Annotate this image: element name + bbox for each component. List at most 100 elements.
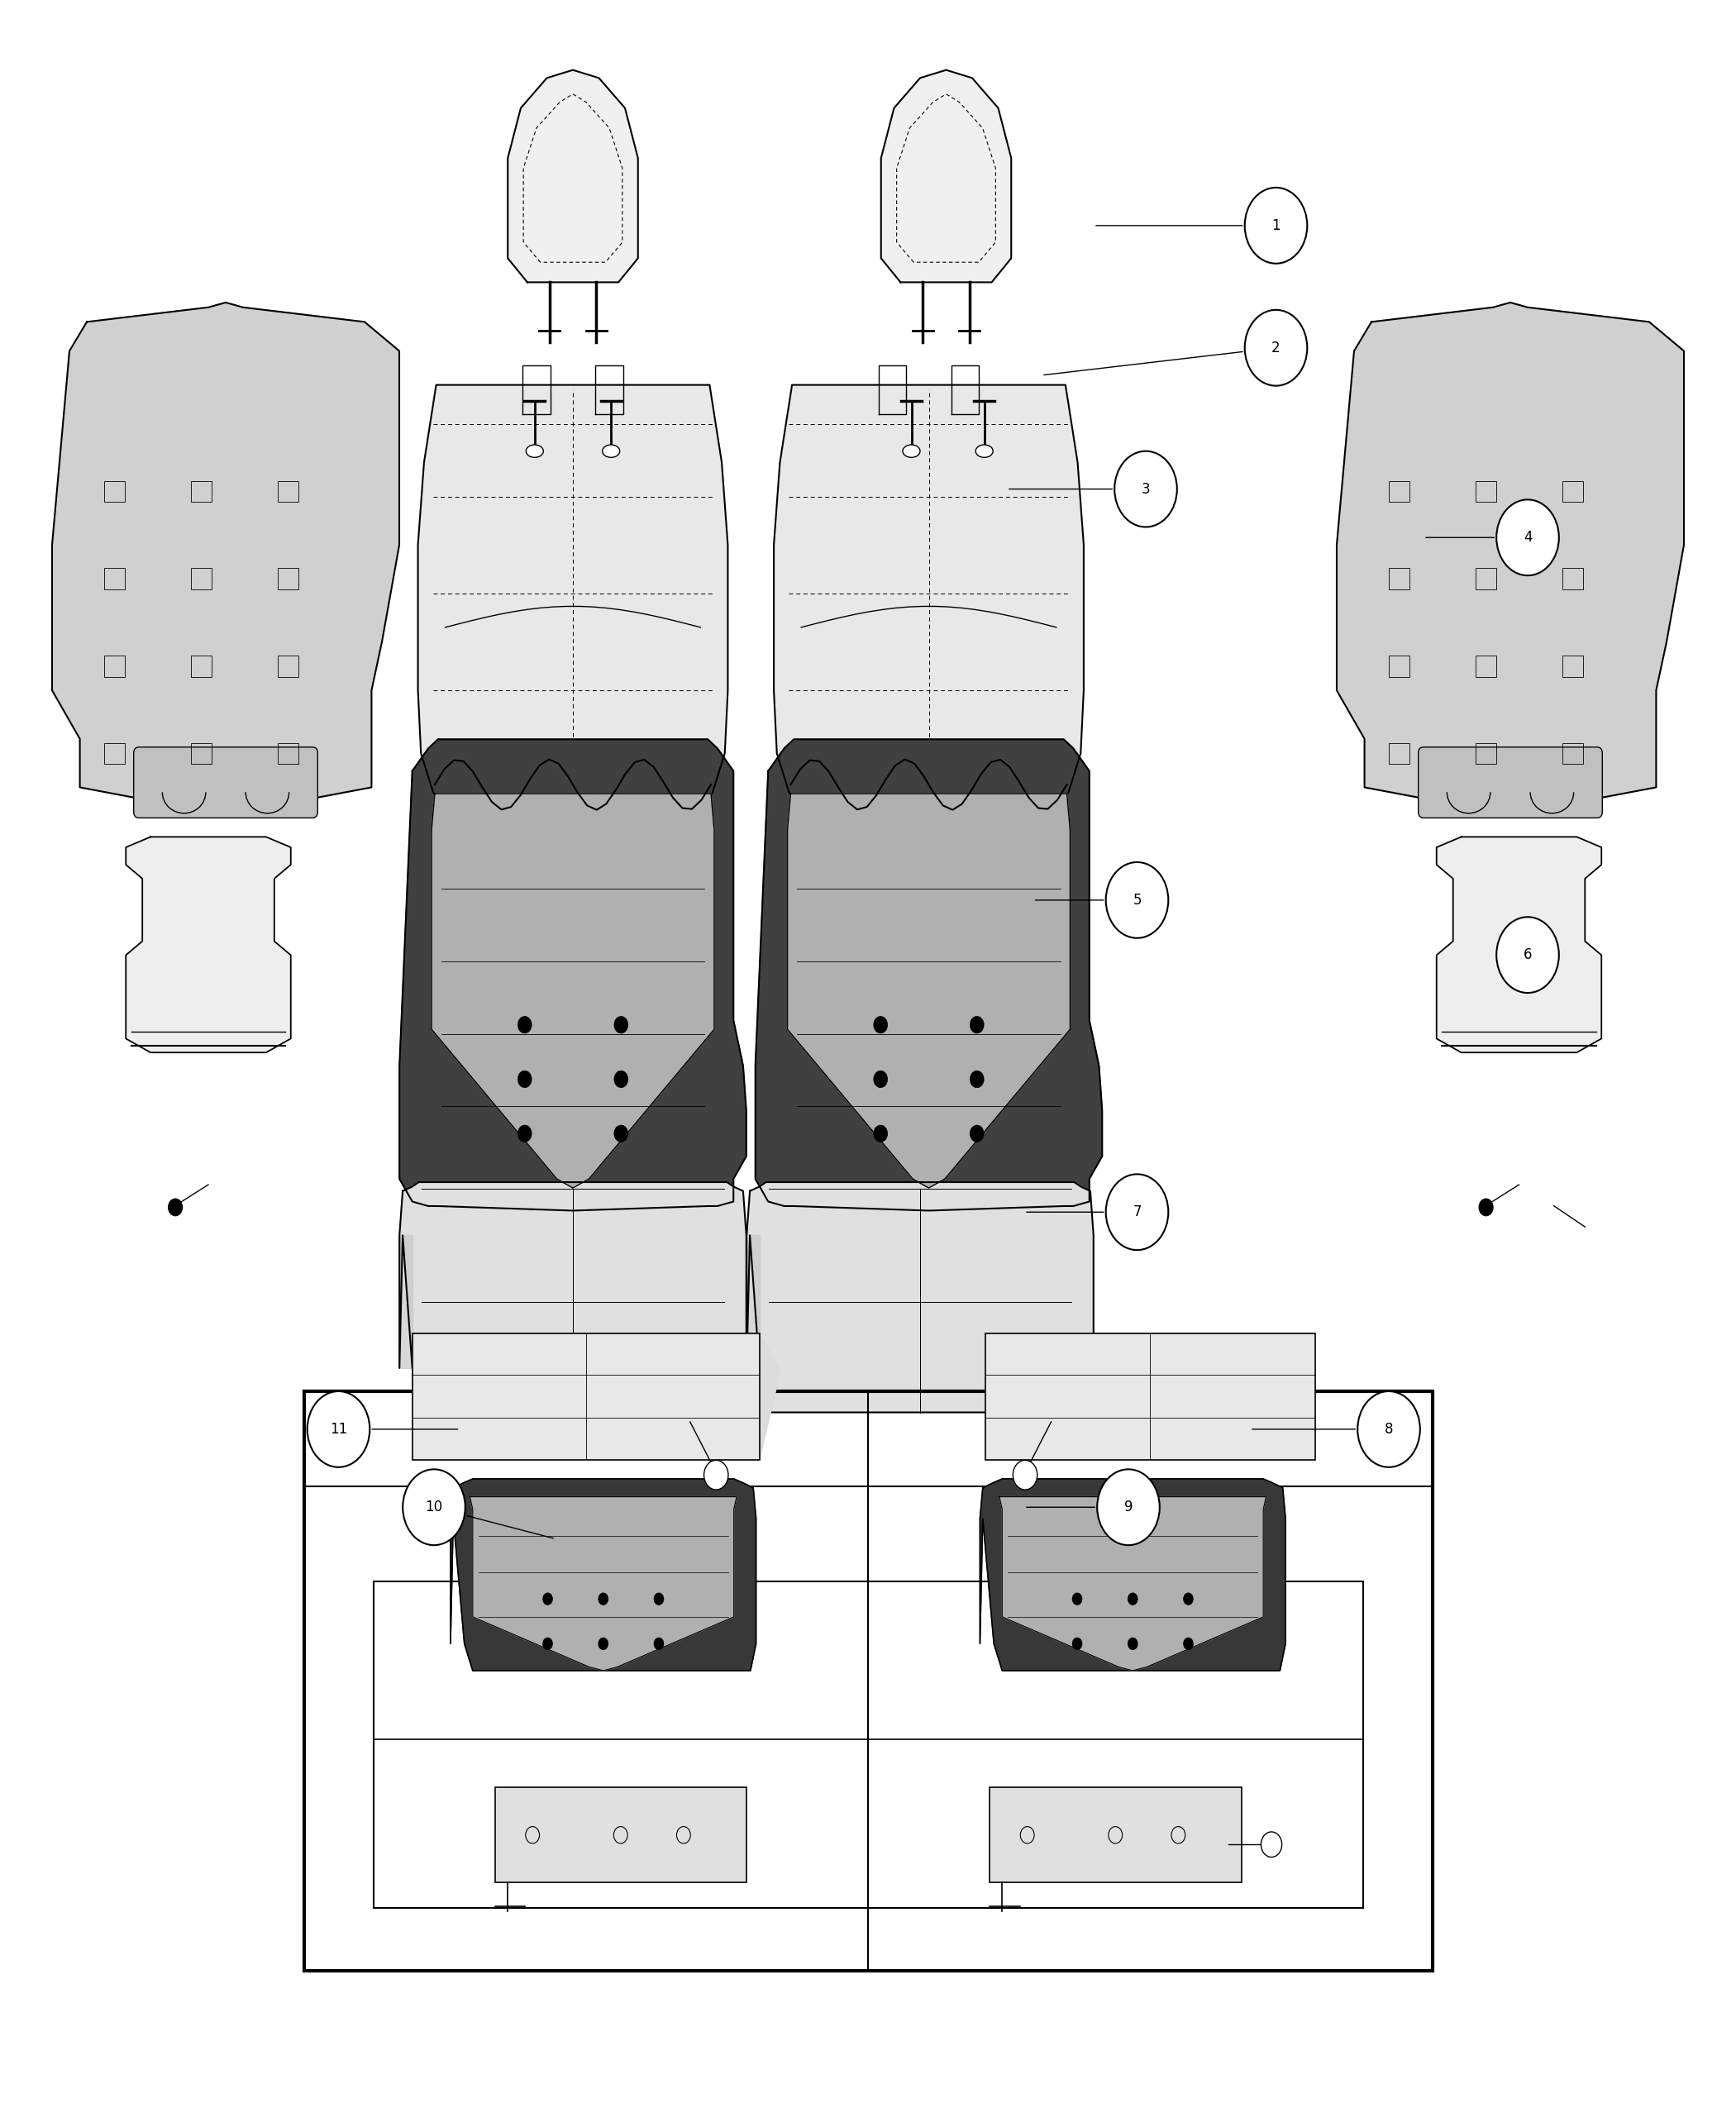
- Circle shape: [517, 1071, 531, 1088]
- Polygon shape: [509, 70, 639, 282]
- Ellipse shape: [903, 445, 920, 457]
- Polygon shape: [470, 1497, 736, 1670]
- Polygon shape: [125, 837, 290, 1052]
- Polygon shape: [788, 793, 1069, 1189]
- Circle shape: [1184, 1594, 1194, 1606]
- Bar: [191, 481, 212, 502]
- Circle shape: [307, 1391, 370, 1467]
- Circle shape: [1073, 1594, 1083, 1606]
- Bar: [1389, 569, 1410, 590]
- Circle shape: [653, 1638, 663, 1651]
- Polygon shape: [746, 1183, 1094, 1412]
- Bar: [413, 1334, 760, 1459]
- Bar: [278, 742, 299, 763]
- Polygon shape: [755, 740, 1102, 1210]
- Circle shape: [1245, 310, 1307, 386]
- Bar: [1562, 569, 1583, 590]
- Circle shape: [1496, 917, 1559, 993]
- Circle shape: [1358, 1391, 1420, 1467]
- Polygon shape: [774, 386, 1083, 816]
- Bar: [1562, 481, 1583, 502]
- Bar: [278, 569, 299, 590]
- Circle shape: [403, 1469, 465, 1545]
- Ellipse shape: [526, 445, 543, 457]
- Ellipse shape: [602, 445, 620, 457]
- Circle shape: [597, 1594, 609, 1606]
- Circle shape: [1097, 1469, 1160, 1545]
- Bar: [104, 481, 125, 502]
- Polygon shape: [432, 793, 713, 1189]
- Polygon shape: [399, 1183, 746, 1412]
- FancyBboxPatch shape: [134, 746, 318, 818]
- Text: 3: 3: [1141, 481, 1151, 497]
- Polygon shape: [418, 386, 727, 816]
- Text: 11: 11: [330, 1421, 347, 1438]
- Bar: [104, 656, 125, 677]
- Polygon shape: [52, 304, 399, 812]
- Circle shape: [1128, 1638, 1139, 1651]
- Circle shape: [1012, 1461, 1038, 1490]
- Circle shape: [517, 1016, 531, 1033]
- Circle shape: [1245, 188, 1307, 264]
- Bar: [1562, 656, 1583, 677]
- Bar: [1476, 656, 1496, 677]
- Circle shape: [615, 1126, 628, 1143]
- Circle shape: [970, 1071, 984, 1088]
- Bar: [1389, 742, 1410, 763]
- Bar: [278, 481, 299, 502]
- Bar: [191, 656, 212, 677]
- Circle shape: [615, 1071, 628, 1088]
- Polygon shape: [413, 1334, 781, 1459]
- Polygon shape: [1000, 1497, 1266, 1670]
- Circle shape: [1184, 1638, 1194, 1651]
- Text: 6: 6: [1524, 946, 1531, 963]
- Circle shape: [1496, 500, 1559, 575]
- Bar: [1476, 481, 1496, 502]
- Text: 9: 9: [1125, 1499, 1132, 1516]
- Polygon shape: [399, 740, 746, 1210]
- Polygon shape: [746, 1235, 760, 1368]
- Circle shape: [1115, 451, 1177, 527]
- Circle shape: [873, 1016, 887, 1033]
- Polygon shape: [399, 1235, 413, 1368]
- Bar: [986, 1334, 1316, 1459]
- Text: 4: 4: [1524, 529, 1531, 546]
- Circle shape: [873, 1071, 887, 1088]
- Polygon shape: [450, 1480, 757, 1670]
- Circle shape: [653, 1594, 663, 1606]
- Circle shape: [1106, 862, 1168, 938]
- Circle shape: [542, 1638, 552, 1651]
- Polygon shape: [981, 1480, 1285, 1670]
- Text: 8: 8: [1385, 1421, 1392, 1438]
- Text: 7: 7: [1132, 1204, 1142, 1221]
- Bar: [495, 1788, 746, 1882]
- Bar: [104, 742, 125, 763]
- Polygon shape: [1337, 304, 1684, 812]
- Circle shape: [970, 1126, 984, 1143]
- Circle shape: [517, 1126, 531, 1143]
- FancyBboxPatch shape: [1418, 746, 1602, 818]
- Circle shape: [873, 1126, 887, 1143]
- Bar: [191, 569, 212, 590]
- Circle shape: [542, 1594, 552, 1606]
- Circle shape: [1073, 1638, 1083, 1651]
- Bar: [104, 569, 125, 590]
- Polygon shape: [986, 1334, 1316, 1459]
- Circle shape: [705, 1461, 729, 1490]
- Bar: [278, 656, 299, 677]
- Circle shape: [168, 1199, 182, 1216]
- Circle shape: [1128, 1594, 1139, 1606]
- Bar: [1476, 569, 1496, 590]
- Circle shape: [1106, 1174, 1168, 1250]
- Text: 5: 5: [1132, 892, 1142, 909]
- Circle shape: [970, 1016, 984, 1033]
- Bar: [1389, 481, 1410, 502]
- Circle shape: [1479, 1199, 1493, 1216]
- Text: 1: 1: [1271, 217, 1281, 234]
- Bar: [1562, 742, 1583, 763]
- Text: 10: 10: [425, 1499, 443, 1516]
- Bar: [990, 1788, 1241, 1882]
- Circle shape: [1260, 1832, 1281, 1857]
- Text: 2: 2: [1271, 339, 1281, 356]
- Polygon shape: [882, 70, 1010, 282]
